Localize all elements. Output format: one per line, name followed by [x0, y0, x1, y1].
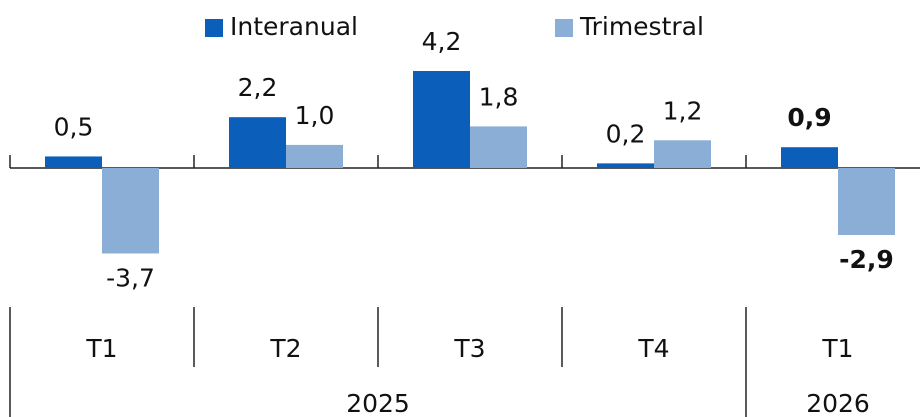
- x-tick-label: T4: [637, 334, 669, 363]
- bar: [286, 144, 343, 168]
- legend-swatch: [555, 19, 573, 37]
- bar: [229, 117, 286, 168]
- legend-label: Interanual: [230, 12, 358, 41]
- group-label: 2025: [346, 389, 410, 417]
- data-label: 4,2: [422, 27, 462, 56]
- legend-swatch: [205, 19, 223, 37]
- bar: [102, 168, 159, 254]
- data-label: -3,7: [106, 263, 155, 292]
- bar: [413, 70, 470, 168]
- x-tick-label: T2: [269, 334, 301, 363]
- data-label: 1,2: [663, 96, 703, 125]
- data-label: 1,8: [479, 82, 519, 111]
- x-tick-label: T1: [821, 334, 853, 363]
- data-label: 0,2: [606, 119, 646, 148]
- bar: [45, 156, 102, 168]
- data-label: -2,9: [839, 245, 894, 274]
- bar: [838, 168, 895, 235]
- bar: [597, 163, 654, 168]
- legend-label: Trimestral: [579, 12, 704, 41]
- data-label: 0,9: [787, 103, 831, 132]
- x-tick-label: T3: [453, 334, 485, 363]
- data-label: 2,2: [238, 73, 278, 102]
- bar: [470, 126, 527, 168]
- data-label: 1,0: [295, 101, 335, 130]
- data-label: 0,5: [54, 112, 94, 141]
- bar: [781, 147, 838, 168]
- x-tick-label: T1: [85, 334, 117, 363]
- group-label: 2026: [806, 389, 870, 417]
- bar: [654, 140, 711, 168]
